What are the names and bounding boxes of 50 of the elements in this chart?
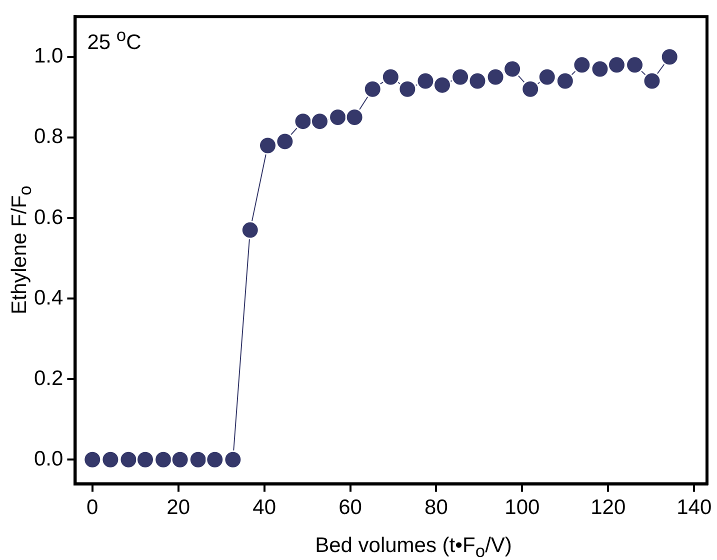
point bbox=[556, 72, 574, 90]
point bbox=[83, 450, 102, 469]
point bbox=[416, 72, 435, 90]
point bbox=[451, 68, 470, 86]
y-tick-label: 0.0 bbox=[34, 447, 64, 470]
point bbox=[119, 450, 138, 469]
point bbox=[101, 450, 120, 469]
point bbox=[136, 450, 154, 469]
point bbox=[572, 56, 592, 74]
point bbox=[538, 68, 556, 86]
point bbox=[224, 450, 242, 469]
point bbox=[398, 80, 417, 98]
point bbox=[521, 80, 540, 98]
annotation: 25 $^{o}$C bbox=[87, 24, 142, 55]
x-tick-label: 140 bbox=[676, 496, 712, 520]
point bbox=[240, 220, 260, 240]
point bbox=[154, 450, 173, 469]
point bbox=[590, 60, 610, 78]
point bbox=[486, 68, 505, 86]
y-tick-label: 0.4 bbox=[34, 286, 64, 310]
x-tick-label: 80 bbox=[424, 496, 448, 520]
x-tick-label: 40 bbox=[252, 496, 276, 520]
point bbox=[468, 72, 487, 90]
x-tick-label: 60 bbox=[338, 496, 362, 520]
x-axis-title: Bed volumes (t•F$_{o}$/V) bbox=[315, 534, 512, 560]
point bbox=[310, 112, 329, 131]
point bbox=[345, 108, 364, 127]
point bbox=[642, 72, 662, 90]
x-tick-label: 100 bbox=[504, 496, 540, 520]
y-tick-label: 0.6 bbox=[34, 206, 64, 229]
point bbox=[626, 56, 644, 74]
x-tick-label: 0 bbox=[86, 496, 98, 520]
y-tick-label: 1.0 bbox=[34, 44, 64, 68]
y-tick-label: 0.2 bbox=[34, 366, 64, 390]
point bbox=[363, 80, 382, 98]
x-tick-label: 120 bbox=[590, 496, 626, 520]
point bbox=[432, 76, 452, 94]
point bbox=[206, 450, 224, 469]
point bbox=[381, 68, 400, 86]
point bbox=[170, 450, 190, 469]
point bbox=[258, 136, 277, 155]
point bbox=[660, 48, 679, 66]
y-tick-label: 0.8 bbox=[34, 125, 64, 148]
x-tick-label: 20 bbox=[166, 496, 190, 520]
point bbox=[276, 132, 294, 151]
point bbox=[328, 108, 348, 127]
point bbox=[188, 450, 208, 469]
point bbox=[607, 56, 626, 74]
point bbox=[503, 60, 522, 78]
point bbox=[294, 112, 312, 131]
